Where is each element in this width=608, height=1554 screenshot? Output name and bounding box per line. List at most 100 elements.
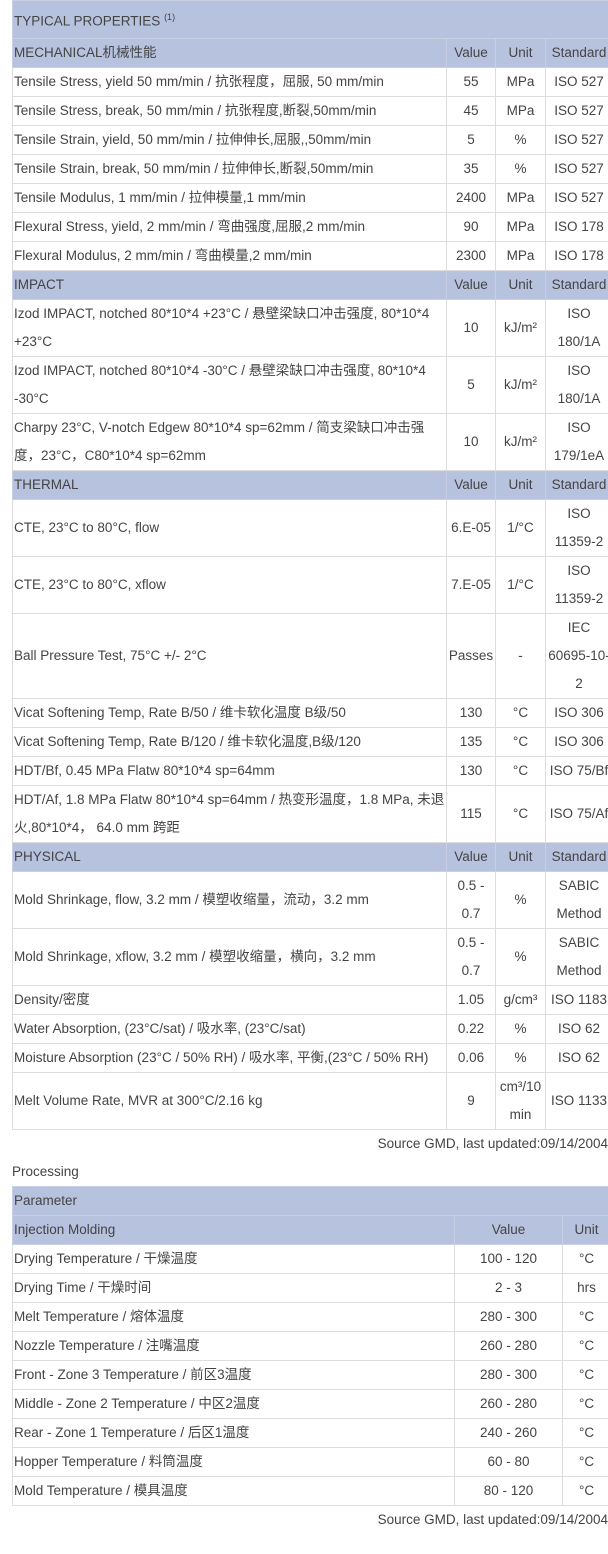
property-name: Water Absorption, (23°C/sat) / 吸水率, (23°… bbox=[12, 1013, 447, 1044]
cell: ISO 180/1A bbox=[545, 298, 608, 357]
cell: % bbox=[495, 153, 546, 184]
data-row: Izod IMPACT, notched 80*10*4 -30°C / 悬壁梁… bbox=[12, 355, 608, 414]
data-row: Ball Pressure Test, 75°C +/- 2°C Passes - I… bbox=[12, 612, 608, 699]
cell: ISO 178 bbox=[545, 211, 608, 242]
cell: ISO 75/Bf bbox=[545, 755, 608, 786]
data-row: Hopper Temperature / 料筒温度 60 - 80 °C bbox=[12, 1447, 608, 1477]
column-header: Value bbox=[446, 841, 496, 872]
cell: 2400 bbox=[446, 182, 496, 213]
cell: % bbox=[495, 927, 546, 986]
property-name: Charpy 23°C, V-notch Edgew 80*10*4 sp=62… bbox=[12, 412, 447, 471]
cell: 90 bbox=[446, 211, 496, 242]
data-row: Tensile Strain, break, 50 mm/min / 拉伸伸长,… bbox=[12, 153, 608, 184]
cell: 130 bbox=[446, 755, 496, 786]
cell: 45 bbox=[446, 95, 496, 126]
cell: ISO 11359-2 bbox=[545, 555, 608, 614]
data-row: Tensile Stress, break, 50 mm/min / 抗张程度,… bbox=[12, 95, 608, 126]
cell: °C bbox=[561, 1302, 608, 1332]
column-header: Value bbox=[446, 269, 496, 300]
section-header-row: IMPACT Value Unit Standard bbox=[12, 269, 608, 300]
data-row: Flexural Modulus, 2 mm/min / 弯曲模量,2 mm/m… bbox=[12, 240, 608, 271]
cell: MPa bbox=[495, 95, 546, 126]
properties-table: TYPICAL PROPERTIES (1) MECHANICAL机械性能 Valu… bbox=[12, 0, 608, 1130]
cell: 2 - 3 bbox=[454, 1273, 563, 1303]
cell: ISO 1183 bbox=[545, 984, 608, 1015]
section-name: Injection Molding bbox=[12, 1215, 455, 1245]
parameter-name: Rear - Zone 1 Temperature / 后区1温度 bbox=[12, 1418, 455, 1448]
cell: ISO 179/1eA bbox=[545, 412, 608, 471]
section-name: IMPACT bbox=[12, 269, 447, 300]
cell: 1/°C bbox=[495, 498, 546, 557]
data-row: Mold Temperature / 模具温度 80 - 120 °C bbox=[12, 1476, 608, 1506]
data-row: Charpy 23°C, V-notch Edgew 80*10*4 sp=62… bbox=[12, 412, 608, 471]
data-row: Izod IMPACT, notched 80*10*4 +23°C / 悬壁梁… bbox=[12, 298, 608, 357]
column-header: Parameter bbox=[11, 1186, 608, 1216]
cell: °C bbox=[495, 784, 546, 843]
column-header: Standard bbox=[545, 841, 608, 872]
data-row: Drying Time / 干燥时间 2 - 3 hrs bbox=[12, 1273, 608, 1303]
data-row: CTE, 23°C to 80°C, flow 6.E-05 1/°C ISO 113… bbox=[12, 498, 608, 557]
cell: 55 bbox=[446, 66, 496, 97]
data-row: Vicat Softening Temp, Rate B/120 / 维卡软化温… bbox=[12, 726, 608, 757]
title-row: TYPICAL PROPERTIES (1) bbox=[12, 0, 608, 39]
data-row: Middle - Zone 2 Temperature / 中区2温度 260 -… bbox=[12, 1389, 608, 1419]
cell: 130 bbox=[446, 697, 496, 728]
data-row: Mold Shrinkage, flow, 3.2 mm / 模塑收缩量，流动，… bbox=[12, 870, 608, 929]
cell: ISO 11359-2 bbox=[545, 498, 608, 557]
cell: °C bbox=[561, 1447, 608, 1477]
property-name: Tensile Stress, yield 50 mm/min / 抗张程度，屈… bbox=[12, 66, 447, 97]
data-row: Water Absorption, (23°C/sat) / 吸水率, (23°… bbox=[12, 1013, 608, 1044]
cell: kJ/m² bbox=[495, 298, 546, 357]
cell: % bbox=[495, 1042, 546, 1073]
cell: °C bbox=[495, 726, 546, 757]
cell: ISO 527 bbox=[545, 66, 608, 97]
cell: 100 - 120 bbox=[454, 1244, 563, 1274]
parameter-name: Hopper Temperature / 料筒温度 bbox=[12, 1447, 455, 1477]
cell: 6.E-05 bbox=[446, 498, 496, 557]
cell: MPa bbox=[495, 182, 546, 213]
property-name: Tensile Modulus, 1 mm/min / 拉伸模量,1 mm/mi… bbox=[12, 182, 447, 213]
cell: 60 - 80 bbox=[454, 1447, 563, 1477]
cell: kJ/m² bbox=[495, 412, 546, 471]
cell: 135 bbox=[446, 726, 496, 757]
data-row: Density/密度 1.05 g/cm³ ISO 1183 bbox=[12, 984, 608, 1015]
property-name: Tensile Strain, yield, 50 mm/min / 拉伸伸长,… bbox=[12, 124, 447, 155]
cell: ISO 306 bbox=[545, 697, 608, 728]
cell: ISO 527 bbox=[545, 153, 608, 184]
section-name: MECHANICAL机械性能 bbox=[12, 37, 447, 68]
cell: ISO 527 bbox=[545, 95, 608, 126]
cell: Passes bbox=[446, 612, 496, 699]
cell: 260 - 280 bbox=[454, 1389, 563, 1419]
cell: 5 bbox=[446, 355, 496, 414]
column-header: Standard bbox=[545, 37, 608, 68]
cell: 10 bbox=[446, 412, 496, 471]
title-cell: TYPICAL PROPERTIES (1) bbox=[12, 0, 608, 39]
cell: 260 - 280 bbox=[454, 1331, 563, 1361]
data-row: Melt Volume Rate, MVR at 300°C/2.16 kg 9 c… bbox=[12, 1071, 608, 1130]
cell: hrs bbox=[561, 1273, 608, 1303]
footnote: (1) bbox=[164, 12, 176, 22]
source-note: Source GMD, last updated:09/14/2004 bbox=[377, 1512, 608, 1527]
parameter-name: Drying Time / 干燥时间 bbox=[12, 1273, 455, 1303]
cell: SABIC Method bbox=[545, 927, 608, 986]
section-header-row: Injection Molding Value Unit bbox=[12, 1215, 608, 1245]
data-row: Front - Zone 3 Temperature / 前区3温度 280 - … bbox=[12, 1360, 608, 1390]
cell: °C bbox=[561, 1389, 608, 1419]
source-note: Source GMD, last updated:09/14/2004 bbox=[377, 1136, 608, 1151]
section-name: THERMAL bbox=[12, 469, 447, 500]
property-name: Vicat Softening Temp, Rate B/50 / 维卡软化温度… bbox=[12, 697, 447, 728]
cell: ISO 180/1A bbox=[545, 355, 608, 414]
property-name: CTE, 23°C to 80°C, flow bbox=[12, 498, 447, 557]
property-name: Moisture Absorption (23°C / 50% RH) / 吸水… bbox=[12, 1042, 447, 1073]
cell: ISO 527 bbox=[545, 124, 608, 155]
data-row: Melt Temperature / 熔体温度 280 - 300 °C bbox=[12, 1302, 608, 1332]
cell: ISO 527 bbox=[545, 182, 608, 213]
column-header: Unit bbox=[495, 841, 546, 872]
cell: - bbox=[495, 612, 546, 699]
cell: °C bbox=[495, 697, 546, 728]
cell: 80 - 120 bbox=[454, 1476, 563, 1506]
property-name: HDT/Bf, 0.45 MPa Flatw 80*10*4 sp=64mm bbox=[12, 755, 447, 786]
section-title: Processing bbox=[12, 1164, 79, 1179]
data-row: HDT/Af, 1.8 MPa Flatw 80*10*4 sp=64mm / … bbox=[12, 784, 608, 843]
title: TYPICAL PROPERTIES bbox=[14, 13, 161, 29]
